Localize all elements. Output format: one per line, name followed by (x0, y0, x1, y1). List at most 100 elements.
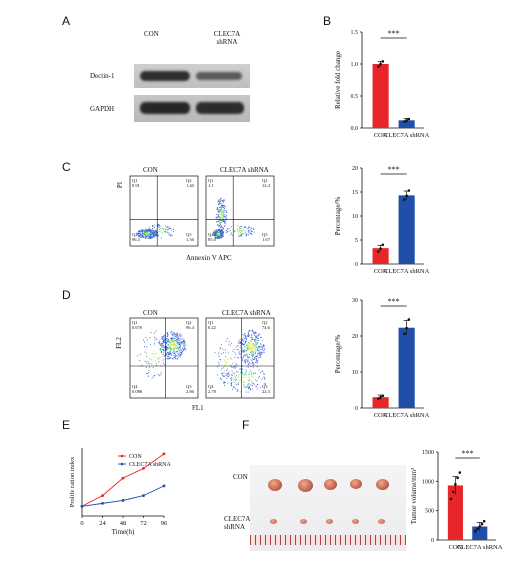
tumor-large (324, 479, 337, 490)
flow-event (241, 342, 243, 344)
flow-event (220, 200, 222, 202)
flow-event (148, 370, 150, 372)
flow-event (222, 213, 224, 215)
flow-event (227, 373, 228, 375)
flow-event (222, 207, 224, 209)
flow-event (239, 353, 241, 355)
flow-event (263, 372, 265, 374)
flow-event (146, 230, 148, 232)
flow-event (245, 337, 247, 339)
y-tick-label: 0 (431, 538, 434, 544)
flow-event (166, 354, 168, 356)
flow-event (142, 230, 143, 232)
flow-event (218, 221, 219, 222)
flow-event (153, 336, 155, 338)
flow-event (161, 346, 163, 348)
flow-event (264, 348, 266, 349)
data-point (480, 522, 484, 526)
flow-event (217, 231, 218, 233)
flow-event (169, 343, 171, 345)
flow-event (144, 232, 146, 234)
flow-event (259, 346, 261, 348)
flow-event (220, 233, 222, 235)
flow-event (167, 344, 169, 346)
flow-event (252, 362, 254, 364)
flow-event (179, 342, 180, 344)
flow-event (247, 357, 249, 359)
flow-event (223, 215, 225, 217)
flow-event (217, 231, 219, 233)
flow-event (252, 347, 254, 349)
flow-event (175, 341, 177, 343)
flow-event (168, 356, 170, 358)
flow-event (184, 340, 186, 342)
flow-event (263, 344, 265, 346)
flow-event (247, 359, 249, 361)
flow-event (148, 372, 149, 374)
flow-event (248, 330, 250, 332)
flow-event (144, 234, 146, 236)
flow-event (248, 374, 250, 376)
flow-event (244, 226, 246, 228)
flow-event (233, 230, 235, 232)
flow-event (238, 229, 240, 231)
flow-event (264, 378, 266, 380)
flow-event (224, 216, 226, 218)
flow-event (251, 233, 253, 235)
y-tick-label: 0.0 (351, 126, 359, 132)
data-point (381, 60, 385, 63)
flow-event (136, 232, 138, 234)
flow-event (244, 349, 246, 351)
flow-event (218, 213, 220, 215)
flow-event (174, 334, 176, 336)
flow-event (145, 235, 147, 237)
flow-event (241, 357, 243, 359)
flow-event (215, 236, 217, 238)
flow-event (216, 232, 218, 234)
flow-event (152, 233, 154, 235)
flow-event (142, 229, 143, 231)
flow-event (160, 348, 162, 350)
flow-event (253, 347, 255, 349)
flow-event (250, 359, 252, 361)
flow-event (252, 352, 254, 354)
flow-event (217, 208, 219, 210)
flow-c-xlabel: Annexin V APC (186, 254, 232, 262)
flow-event (232, 350, 234, 352)
flow-event (142, 233, 144, 235)
flow-event (217, 234, 219, 236)
flow-event (218, 362, 220, 364)
flow-event (244, 354, 246, 356)
flow-event (221, 236, 223, 238)
flow-event (248, 376, 250, 378)
flow-event (149, 234, 151, 236)
flow-event (222, 213, 224, 215)
flow-event (172, 348, 174, 350)
flow-event (163, 334, 165, 336)
flow-event (224, 205, 226, 207)
flow-event (147, 231, 148, 233)
flow-event (237, 231, 239, 232)
flow-event (248, 388, 249, 390)
flow-event (173, 345, 175, 346)
flow-event (251, 344, 253, 346)
flow-event (248, 342, 250, 343)
flow-event (223, 231, 225, 233)
flow-event (139, 233, 141, 235)
flow-event (178, 346, 180, 348)
flow-event (248, 356, 250, 358)
flow-event (167, 348, 169, 350)
flow-event (257, 337, 259, 339)
flow-event (249, 227, 251, 228)
flow-event (149, 232, 151, 234)
flow-event (219, 231, 221, 233)
flow-event (222, 221, 224, 222)
quadrant-value: 0.91 (132, 183, 140, 188)
flow-event (154, 232, 156, 234)
flow-event (217, 229, 219, 231)
flow-event (254, 335, 256, 336)
flow-event (219, 207, 221, 208)
flow-event (154, 227, 155, 229)
legend-label: CON (129, 454, 142, 460)
flow-event (173, 345, 174, 347)
